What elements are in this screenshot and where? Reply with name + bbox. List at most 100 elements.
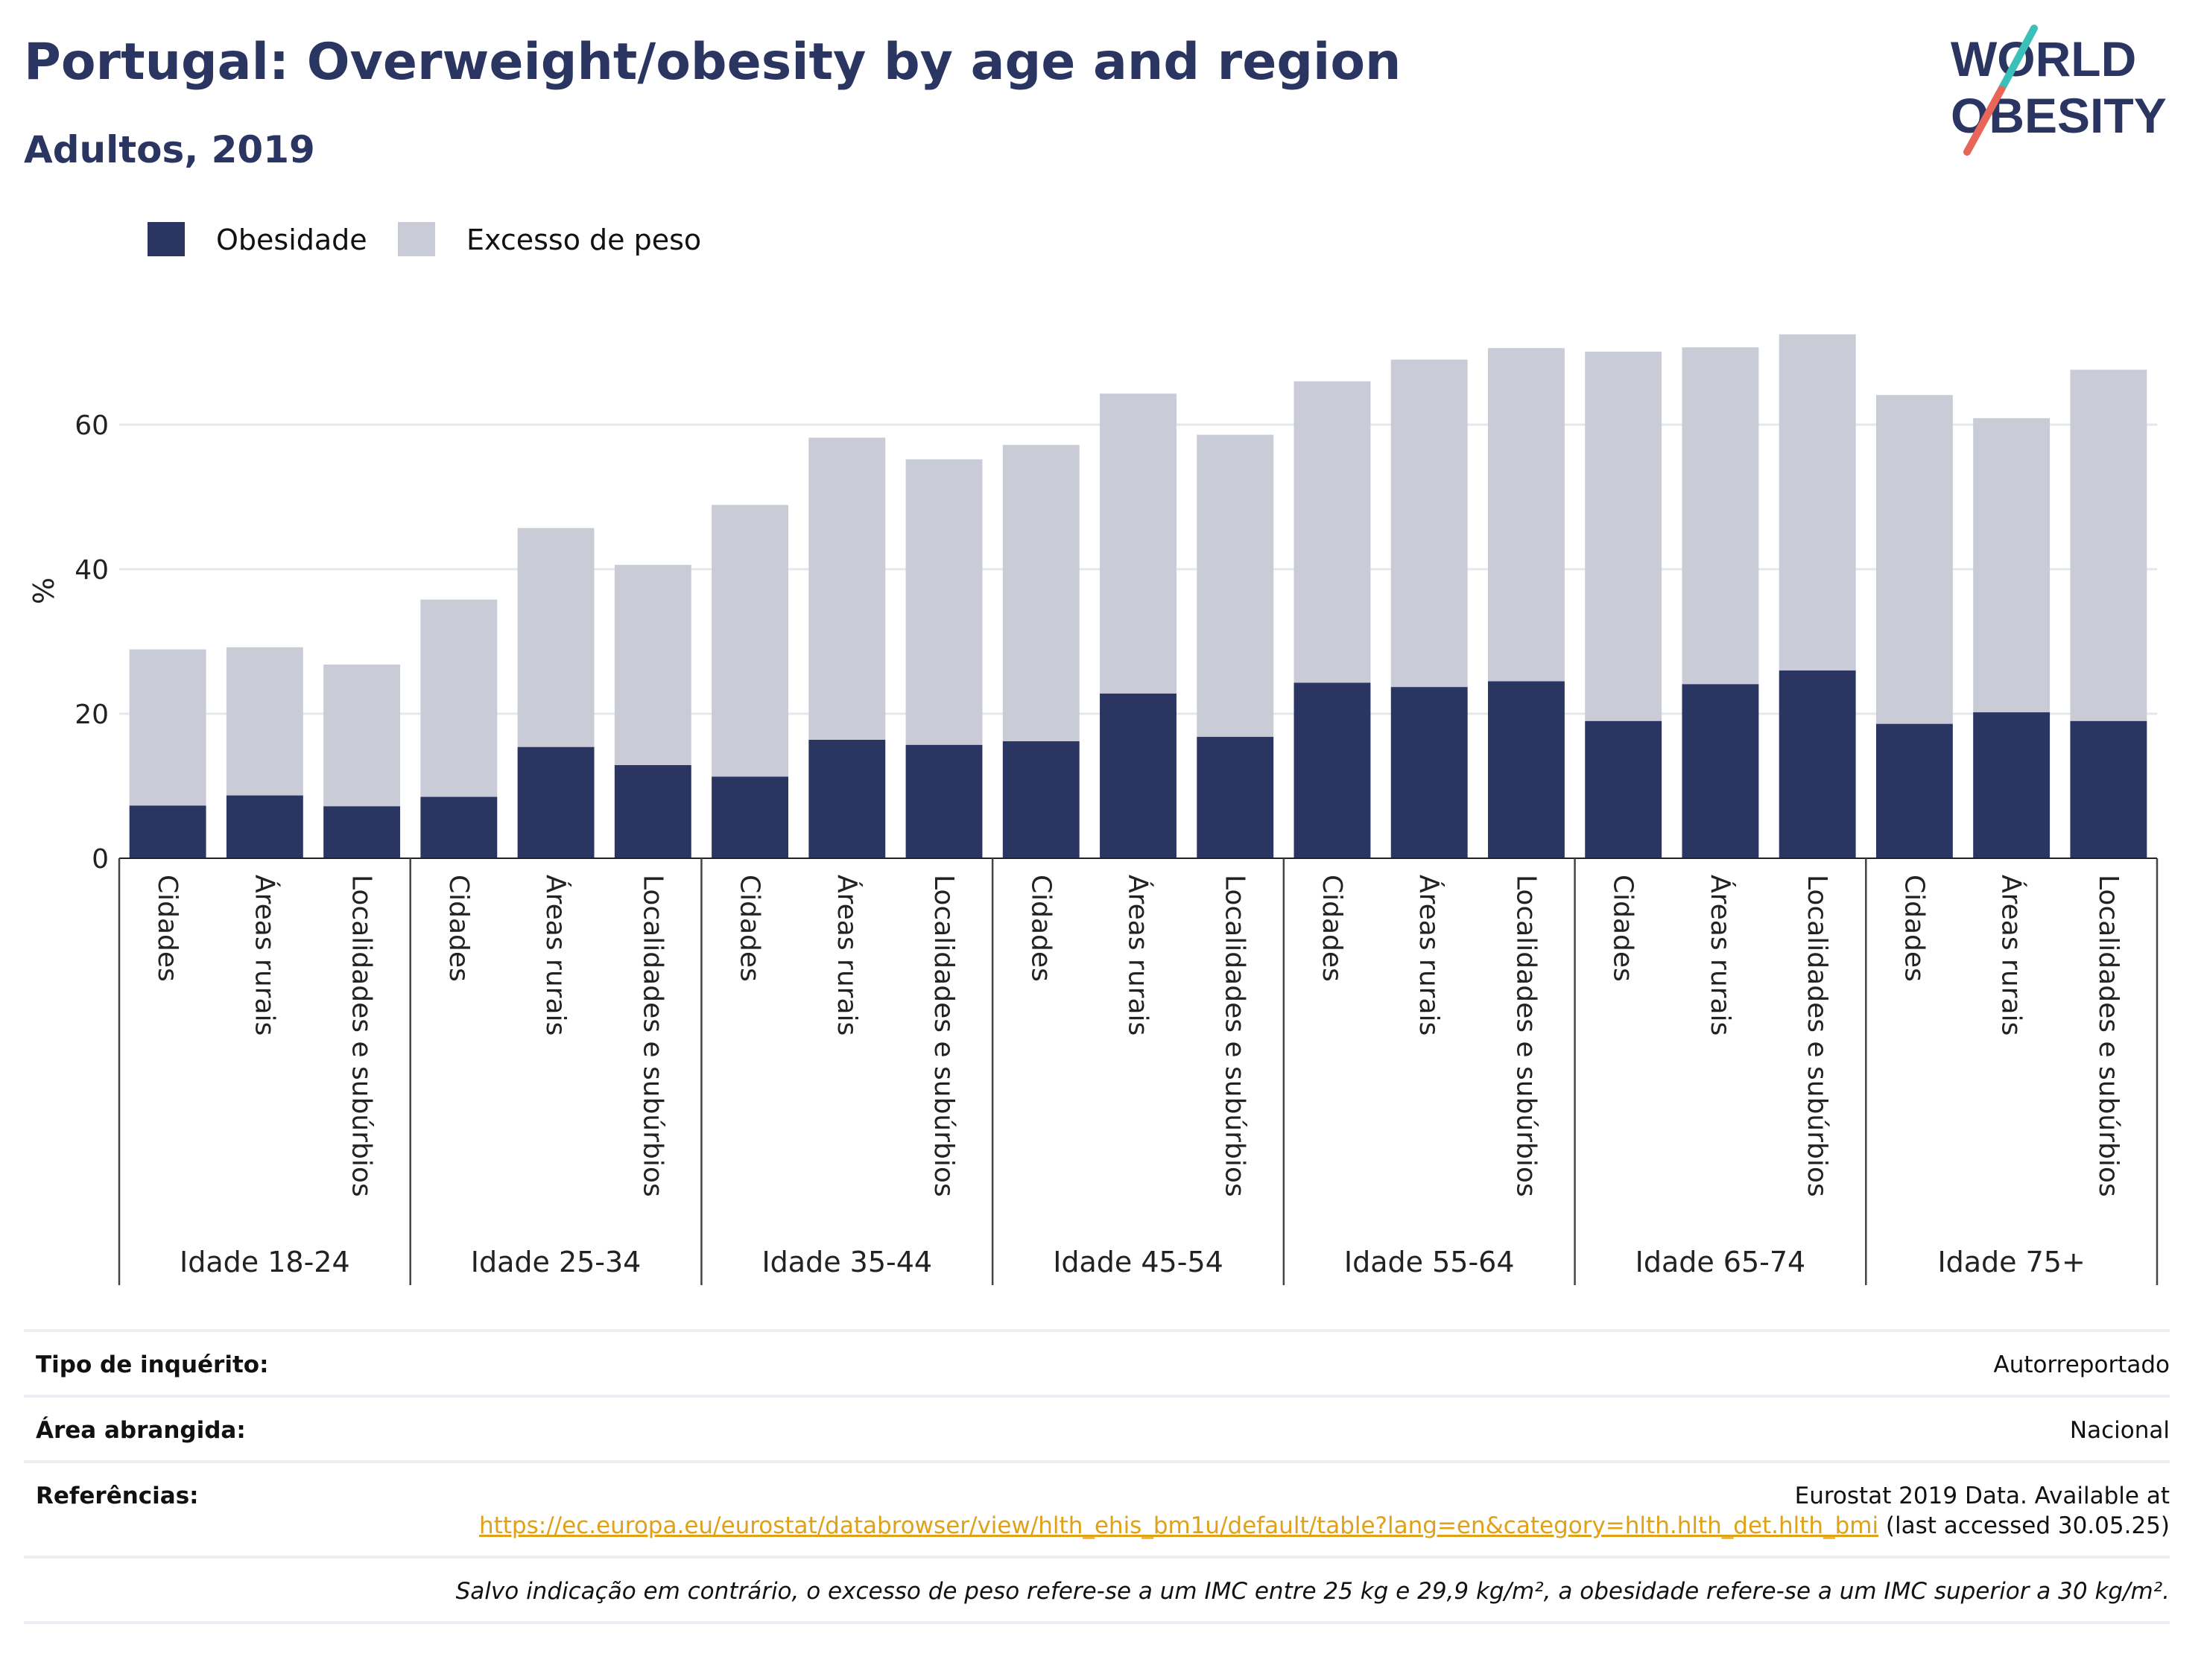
legend-label-overweight: Excesso de peso bbox=[466, 224, 702, 256]
legend-label-obesity: Obesidade bbox=[216, 224, 367, 256]
y-tick-label-20: 20 bbox=[75, 700, 109, 730]
bar-obesity-g5-c2 bbox=[1390, 687, 1468, 858]
x-group-label: Idade 65-74 bbox=[1635, 1246, 1806, 1278]
bar-overweight-g7-c2 bbox=[1973, 418, 2051, 713]
coverage-label: Área abrangida: bbox=[36, 1417, 246, 1444]
bar-obesity-g1-c2 bbox=[226, 795, 303, 858]
bar-overweight-g1-c3 bbox=[323, 665, 401, 807]
bar-overweight-g5-c2 bbox=[1390, 359, 1468, 688]
bar-overweight-g2-c2 bbox=[517, 527, 595, 747]
x-category-label: Áreas rurais bbox=[249, 875, 280, 1036]
x-category-label: Cidades bbox=[1025, 875, 1056, 982]
bar-overweight-g3-c2 bbox=[808, 437, 886, 740]
y-tick-label-40: 40 bbox=[75, 555, 109, 586]
bar-obesity-g7-c1 bbox=[1875, 723, 1953, 858]
info-row-coverage: Área abrangida: Nacional bbox=[24, 1395, 2170, 1460]
bar-obesity-g1-c1 bbox=[129, 805, 206, 858]
x-category-label: Localidades e subúrbios bbox=[346, 875, 377, 1197]
logo-slash-teal bbox=[1998, 25, 2038, 93]
logo-line1: WORLD bbox=[1951, 31, 2136, 86]
x-category-label: Áreas rurais bbox=[540, 875, 571, 1036]
bar-obesity-g3-c3 bbox=[905, 744, 983, 858]
bar-overweight-g3-c1 bbox=[712, 504, 788, 777]
references-text: Eurostat 2019 Data. Available at bbox=[1794, 1483, 2170, 1509]
bar-obesity-g2-c3 bbox=[614, 764, 691, 858]
x-category-label: Áreas rurais bbox=[1996, 875, 2027, 1036]
bar-overweight-g1-c2 bbox=[226, 647, 303, 796]
references-value: Eurostat 2019 Data. Available at https:/… bbox=[24, 1463, 2170, 1556]
x-category-label: Cidades bbox=[1317, 875, 1347, 982]
bar-overweight-g3-c3 bbox=[905, 459, 983, 745]
bar-obesity-g3-c1 bbox=[712, 776, 788, 858]
x-category-label: Localidades e subúrbios bbox=[637, 875, 668, 1197]
bar-overweight-g2-c1 bbox=[420, 599, 498, 797]
references-suffix: (last accessed 30.05.25) bbox=[1878, 1512, 2170, 1539]
bar-obesity-g2-c2 bbox=[517, 747, 595, 858]
bar-overweight-g5-c1 bbox=[1293, 381, 1371, 683]
x-group-label: Idade 75+ bbox=[1937, 1246, 2085, 1278]
bar-overweight-g5-c3 bbox=[1488, 348, 1565, 682]
x-group-label: Idade 18-24 bbox=[180, 1246, 350, 1278]
stacked-bar-chart: 0 20 40 60% Cidades Áreas rurais Localidades e… bbox=[28, 334, 2159, 1285]
bar-overweight-g7-c3 bbox=[2070, 370, 2147, 721]
x-category-label: Áreas rurais bbox=[1123, 875, 1154, 1036]
x-category-label: Cidades bbox=[1608, 875, 1638, 982]
y-axis-label: % bbox=[28, 577, 60, 604]
bar-obesity-g4-c2 bbox=[1100, 693, 1177, 858]
page-title: Portugal: Overweight/obesity by age and … bbox=[24, 33, 1402, 92]
bar-obesity-g3-c2 bbox=[808, 739, 886, 858]
legend-swatch-overweight bbox=[398, 222, 435, 256]
survey-type-value: Autorreportado bbox=[1993, 1351, 2170, 1378]
x-category-label: Cidades bbox=[735, 875, 765, 982]
bar-obesity-g7-c2 bbox=[1973, 712, 2051, 858]
bar-overweight-g2-c3 bbox=[614, 565, 691, 765]
info-row-survey-type: Tipo de inquérito: Autorreportado bbox=[24, 1329, 2170, 1395]
x-category-label: Cidades bbox=[1899, 875, 1929, 982]
bar-obesity-g4-c1 bbox=[1002, 741, 1080, 858]
y-tick-label-60: 60 bbox=[75, 411, 109, 441]
x-group-label: Idade 55-64 bbox=[1344, 1246, 1515, 1278]
definition-note: Salvo indicação em contrário, o excesso … bbox=[455, 1578, 2170, 1605]
bar-obesity-g5-c1 bbox=[1293, 682, 1371, 858]
references-label: Referências: bbox=[36, 1483, 199, 1509]
page-subtitle: Adultos, 2019 bbox=[24, 128, 315, 171]
bar-overweight-g1-c1 bbox=[129, 649, 206, 806]
world-obesity-logo: WORLD OBESITY bbox=[1951, 25, 2167, 156]
x-category-label: Cidades bbox=[152, 875, 183, 982]
bar-obesity-g6-c1 bbox=[1585, 720, 1662, 858]
x-category-label: Localidades e subúrbios bbox=[1220, 875, 1250, 1197]
x-category-label: Áreas rurais bbox=[1413, 875, 1445, 1036]
x-category-label: Localidades e subúrbios bbox=[2093, 875, 2124, 1197]
info-row-note: Salvo indicação em contrário, o excesso … bbox=[24, 1556, 2170, 1624]
bar-overweight-g4-c1 bbox=[1002, 445, 1080, 741]
x-category-label: Cidades bbox=[443, 875, 474, 982]
bar-obesity-g6-c3 bbox=[1779, 670, 1856, 858]
x-category-label: Áreas rurais bbox=[832, 875, 863, 1036]
references-link[interactable]: https://ec.europa.eu/eurostat/databrowse… bbox=[478, 1512, 1879, 1539]
bar-overweight-g4-c3 bbox=[1197, 434, 1274, 738]
x-category-label: Localidades e subúrbios bbox=[928, 875, 959, 1197]
bar-overweight-g4-c2 bbox=[1100, 393, 1177, 694]
survey-type-label: Tipo de inquérito: bbox=[36, 1351, 269, 1378]
x-group-label: Idade 35-44 bbox=[761, 1246, 932, 1278]
bar-obesity-g5-c3 bbox=[1488, 681, 1565, 858]
logo-slash-coral bbox=[1963, 86, 2005, 156]
bar-obesity-g7-c3 bbox=[2070, 720, 2147, 858]
coverage-value: Nacional bbox=[2069, 1417, 2170, 1444]
bar-obesity-g4-c3 bbox=[1197, 737, 1274, 858]
info-row-references: Referências: Eurostat 2019 Data. Availab… bbox=[24, 1460, 2170, 1556]
bar-overweight-g6-c1 bbox=[1585, 352, 1662, 721]
x-category-label: Áreas rurais bbox=[1705, 875, 1736, 1036]
bar-obesity-g2-c1 bbox=[420, 796, 498, 858]
x-category-label: Localidades e subúrbios bbox=[1510, 875, 1541, 1197]
x-group-label: Idade 25-34 bbox=[471, 1246, 642, 1278]
info-table: Tipo de inquérito: Autorreportado Área a… bbox=[24, 1329, 2170, 1624]
x-category-label: Localidades e subúrbios bbox=[1802, 875, 1832, 1197]
bar-overweight-g7-c1 bbox=[1875, 395, 1953, 724]
legend-swatch-obesity bbox=[148, 222, 185, 256]
bar-overweight-g6-c3 bbox=[1779, 334, 1856, 671]
bar-obesity-g6-c2 bbox=[1682, 684, 1759, 858]
bar-obesity-g1-c3 bbox=[323, 806, 401, 858]
y-tick-label-0: 0 bbox=[92, 844, 109, 875]
x-group-label: Idade 45-54 bbox=[1053, 1246, 1223, 1278]
